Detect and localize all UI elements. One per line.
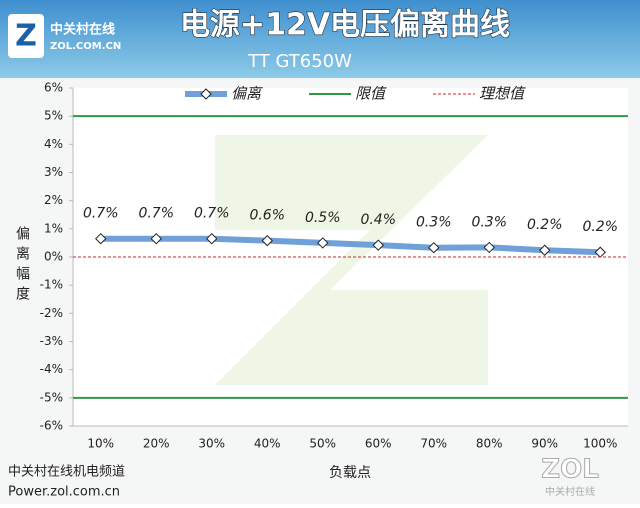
point-marker (95, 232, 107, 245)
point-marker (372, 239, 384, 251)
chart-title: 电源+12V电压偏离曲线 (180, 8, 510, 43)
legend-label: 偏离 (231, 85, 263, 103)
x-tick-label: 50% (309, 437, 336, 451)
channel-name: 中关村在线机电频道 (8, 465, 125, 480)
header (0, 0, 640, 78)
x-tick-label: 10% (87, 437, 114, 451)
data-label: 0.7% (83, 206, 119, 222)
watermark-subtext: 中关村在线 (545, 485, 595, 498)
point-marker (428, 241, 440, 254)
watermark-text: ZOL (541, 455, 599, 485)
y-tick-label: -1% (40, 278, 63, 292)
y-tick-label: 5% (44, 109, 63, 123)
x-tick-label: 100% (583, 437, 617, 451)
point-marker (261, 234, 273, 247)
chart-subtitle: TT GT650W (247, 51, 352, 72)
y-tick-label: 1% (44, 221, 63, 235)
y-tick-label: -6% (40, 419, 63, 433)
y-tick-label: 2% (44, 193, 63, 207)
data-label: 0.7% (194, 206, 230, 222)
y-tick-label: 6% (44, 81, 63, 95)
logo-letter: Z (15, 19, 37, 54)
x-tick-label: 90% (531, 437, 558, 451)
watermark-shape (215, 135, 488, 385)
legend-label: 理想值 (479, 85, 526, 103)
data-label: 0.3% (416, 215, 452, 231)
data-label: 0.2% (527, 217, 563, 233)
series-line (100, 235, 601, 256)
legend-marker (200, 88, 212, 100)
logo-site: ZOL.COM.CN (50, 41, 121, 52)
point-marker (150, 232, 162, 245)
y-tick-label: -2% (40, 306, 63, 320)
y-tick-label: -4% (40, 362, 63, 376)
x-tick-label: 80% (476, 437, 503, 451)
x-tick-label: 70% (420, 437, 447, 451)
x-tick-label: 60% (365, 437, 392, 451)
y-tick-label: 3% (44, 165, 63, 179)
logo-mark (8, 14, 44, 58)
point-marker (539, 244, 551, 256)
legend-label: 限值 (355, 85, 387, 103)
point-marker (317, 237, 329, 249)
y-axis-label: 偏离幅度 (14, 226, 30, 306)
data-label: 0.2% (582, 219, 618, 235)
data-label: 0.3% (471, 214, 507, 230)
channel-url: Power.zol.com.cn (8, 485, 120, 500)
data-label: 0.5% (305, 210, 341, 226)
y-tick-label: -5% (40, 390, 63, 404)
point-marker (483, 241, 495, 254)
y-tick-label: 0% (44, 250, 63, 264)
data-label: 0.4% (360, 212, 396, 228)
x-tick-label: 40% (254, 437, 281, 451)
x-tick-label: 30% (198, 437, 225, 451)
x-axis-label: 负载点 (329, 465, 371, 481)
logo-name: 中关村在线 (50, 22, 115, 38)
y-tick-label: 4% (44, 137, 63, 151)
data-label: 0.6% (249, 208, 285, 224)
point-marker (206, 232, 218, 245)
y-tick-label: -3% (40, 334, 63, 348)
data-label: 0.7% (138, 206, 174, 222)
x-tick-label: 20% (143, 437, 170, 451)
